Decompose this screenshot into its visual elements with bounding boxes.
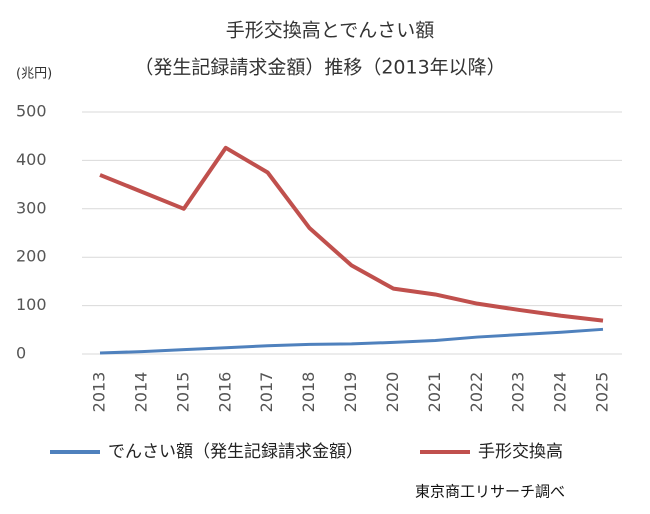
x-tick-label: 2018 bbox=[299, 372, 318, 413]
x-tick-label: 2024 bbox=[551, 372, 570, 413]
x-tick-label: 2025 bbox=[593, 372, 612, 413]
chart-title: 手形交換高とでんさい額 bbox=[226, 20, 434, 42]
series-line bbox=[99, 327, 604, 355]
y-tick-label: 200 bbox=[16, 247, 47, 266]
legend-label: 手形交換高 bbox=[478, 442, 563, 462]
x-tick-label: 2019 bbox=[341, 372, 360, 413]
legend-label: でんさい額（発生記録請求金額） bbox=[108, 442, 363, 462]
x-tick-label: 2023 bbox=[509, 372, 528, 413]
y-tick-label: 0 bbox=[16, 344, 26, 363]
x-tick-label: 2016 bbox=[215, 372, 234, 413]
x-tick-label: 2022 bbox=[467, 372, 486, 413]
y-tick-label: 400 bbox=[16, 150, 47, 169]
x-tick-label: 2021 bbox=[425, 372, 444, 413]
series-line bbox=[99, 145, 604, 323]
x-tick-label: 2013 bbox=[90, 372, 109, 413]
y-tick-label: 300 bbox=[16, 198, 47, 217]
x-tick-label: 2017 bbox=[257, 372, 276, 413]
y-unit: (兆円) bbox=[16, 67, 52, 82]
x-tick-label: 2014 bbox=[131, 372, 150, 413]
x-tick-label: 2020 bbox=[383, 372, 402, 413]
y-tick-label: 500 bbox=[16, 102, 47, 121]
y-tick-label: 100 bbox=[16, 295, 47, 314]
chart-subtitle: （発生記録請求金額）推移（2013年以降） bbox=[134, 57, 505, 79]
x-tick-label: 2015 bbox=[173, 372, 192, 413]
source: 東京商工リサーチ調べ bbox=[415, 483, 565, 501]
